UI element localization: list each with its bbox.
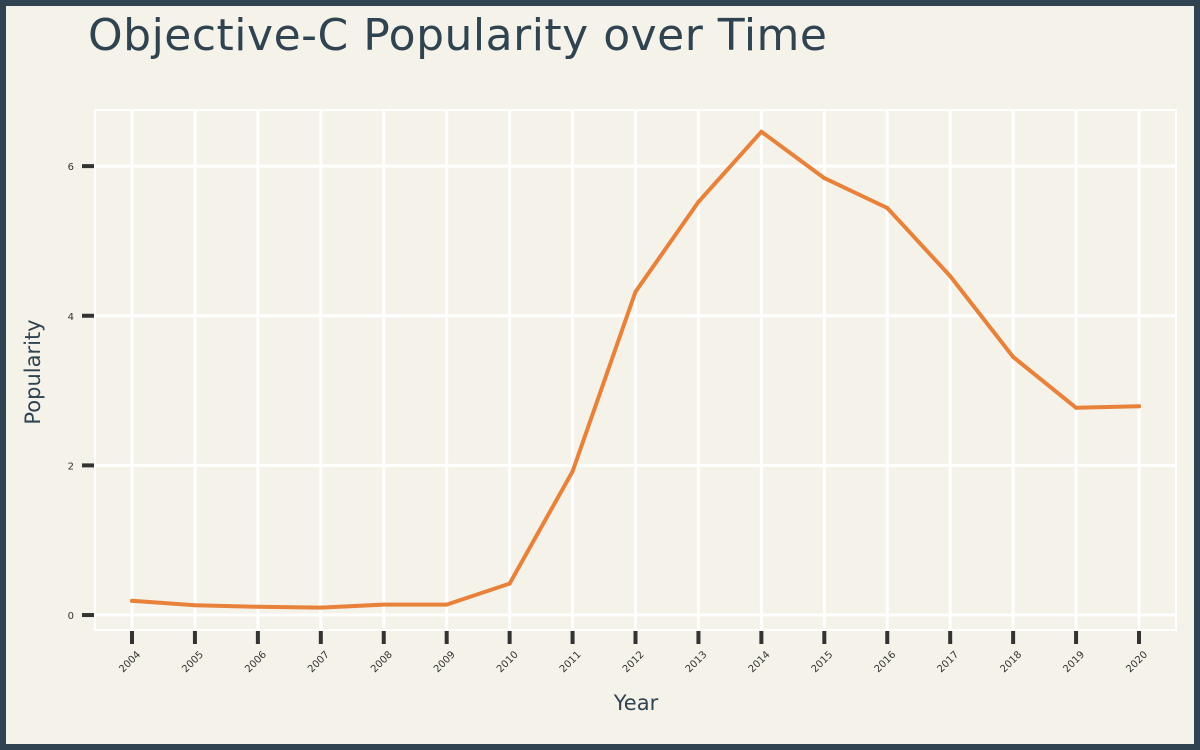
x-tick-label: 2004	[117, 649, 143, 675]
data-point	[885, 206, 890, 211]
y-tick-label: 6	[68, 162, 74, 173]
x-tick-label: 2015	[810, 649, 836, 675]
x-tick-label: 2012	[621, 649, 647, 675]
data-point	[130, 598, 134, 603]
y-tick-label: 4	[68, 312, 74, 323]
data-point	[1011, 354, 1016, 359]
data-point	[192, 603, 197, 608]
data-point	[822, 176, 827, 181]
y-tick-label: 2	[68, 461, 74, 472]
x-tick-label: 2006	[243, 649, 269, 675]
data-point	[633, 289, 638, 294]
series-layer	[130, 129, 1141, 610]
x-tick-label: 2017	[936, 649, 962, 675]
chart-frame	[6, 6, 1194, 744]
grid-lines	[94, 109, 1177, 631]
x-tick-label: 2016	[873, 649, 899, 675]
data-point	[318, 605, 323, 610]
x-tick-label: 2019	[1061, 649, 1087, 675]
data-point	[507, 581, 512, 586]
data-point	[255, 604, 260, 609]
x-tick-label: 2010	[495, 649, 521, 675]
data-point	[570, 469, 575, 474]
data-point	[1074, 405, 1079, 410]
x-tick-label: 2011	[558, 649, 584, 675]
x-tick-label: 2007	[306, 649, 332, 675]
axis-ticks	[82, 164, 1141, 644]
x-tick-label: 2018	[998, 649, 1024, 675]
x-tick-label: 2005	[180, 649, 206, 675]
data-point	[948, 274, 953, 279]
data-point	[1137, 404, 1141, 409]
data-point	[444, 602, 449, 607]
y-tick-label: 0	[68, 611, 74, 622]
chart-title: Objective-C Popularity over Time	[88, 10, 828, 61]
x-tick-label: 2009	[432, 649, 458, 675]
tick-labels: 2004 2005 2006 2007 2008 2009 2010 2011 2012 2013…	[68, 162, 1150, 675]
x-tick-label: 2013	[684, 649, 710, 675]
y-axis-title: Popularity	[21, 319, 45, 424]
data-point	[759, 129, 764, 134]
x-tick-label: 2020	[1124, 649, 1150, 675]
data-point	[696, 200, 701, 205]
x-axis-title: Year	[613, 691, 659, 715]
x-tick-label: 2014	[747, 649, 773, 675]
x-tick-label: 2008	[369, 649, 395, 675]
data-point	[381, 602, 386, 607]
